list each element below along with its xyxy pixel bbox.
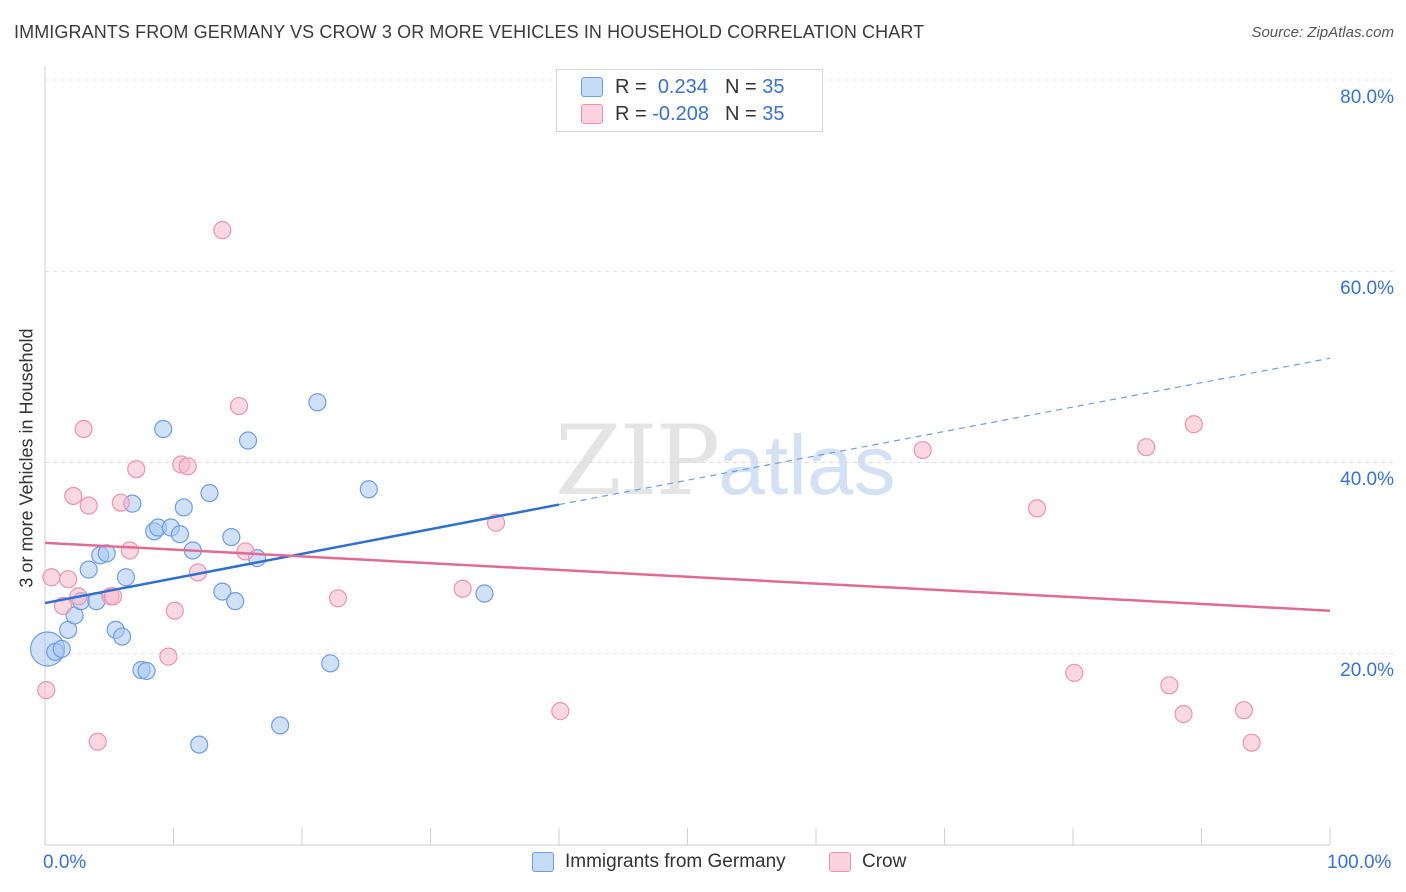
data-point-germany (190, 735, 209, 754)
y-axis-label: 3 or more Vehicles in Household (16, 328, 37, 588)
data-point-germany (238, 431, 258, 450)
data-point-germany (174, 498, 193, 517)
legend-label-germany: Immigrants from Germany (565, 851, 786, 872)
y-tick-label: 60.0% (1340, 278, 1394, 299)
data-point-germany (112, 627, 132, 646)
legend-swatch-germany (581, 77, 603, 97)
data-point-germany (79, 560, 98, 579)
data-point-germany (52, 639, 71, 659)
legend-row-germany: R = 0.234 N = 35 (581, 74, 785, 100)
legend-swatch-crow (581, 104, 603, 124)
y-tick-label: 40.0% (1340, 469, 1394, 490)
data-point-crow (64, 486, 83, 506)
data-point-crow (127, 460, 146, 479)
data-point-crow (111, 493, 130, 512)
trend-line-crow (44, 541, 1331, 612)
data-point-germany (271, 716, 290, 735)
data-point-crow (453, 579, 472, 598)
legend-label-crow: Crow (862, 851, 907, 872)
n-label: N = (725, 75, 757, 98)
data-point-germany (116, 568, 136, 587)
data-point-crow (59, 570, 78, 589)
watermark: ZIPatlas (555, 405, 896, 517)
watermark-atlas: atlas (718, 418, 896, 512)
data-point-crow (178, 457, 197, 476)
data-point-germany (154, 419, 173, 439)
data-point-germany (308, 393, 327, 412)
data-point-crow (79, 496, 98, 515)
trend-line-germany-extended (558, 357, 1331, 506)
data-point-germany (321, 654, 340, 673)
legend-swatch-crow (829, 852, 851, 872)
data-point-crow (236, 542, 255, 561)
chart-title: IMMIGRANTS FROM GERMANY VS CROW 3 OR MOR… (14, 22, 925, 42)
data-point-crow (1065, 663, 1084, 682)
data-point-crow (1242, 733, 1261, 752)
legend-item-crow: Crow (829, 851, 906, 873)
data-point-germany (359, 480, 378, 499)
data-point-crow (1027, 499, 1047, 518)
data-point-crow (1234, 701, 1254, 720)
data-point-crow (159, 647, 178, 666)
data-point-crow (328, 589, 348, 608)
r-value-germany: 0.234 (657, 75, 708, 98)
x-tick-label-max: 100.0% (1327, 852, 1392, 873)
x-tick-label-min: 0.0% (43, 852, 87, 873)
legend-item-germany: Immigrants from Germany (532, 851, 786, 873)
data-point-crow (1160, 676, 1179, 695)
data-point-crow (551, 702, 570, 721)
n-label: N = (725, 102, 757, 125)
data-point-germany (475, 584, 494, 603)
n-value-germany: 35 (762, 75, 785, 98)
trend-line-germany (44, 503, 560, 605)
y-tick-label: 80.0% (1340, 87, 1394, 108)
data-point-crow (913, 440, 932, 460)
legend-row-crow: R = -0.208 N = 35 (581, 101, 785, 127)
data-point-crow (1174, 704, 1193, 724)
n-value-crow: 35 (762, 102, 785, 125)
data-point-crow (165, 601, 184, 620)
data-point-crow (229, 396, 249, 416)
data-point-crow (120, 541, 139, 560)
r-value-crow: -0.208 (652, 102, 709, 125)
data-point-crow (74, 419, 93, 439)
data-point-germany (200, 484, 219, 503)
correlation-legend: R = 0.234 N = 35 R = -0.208 N = 35 (556, 69, 823, 132)
source-label: Source: ZipAtlas.com (1251, 24, 1394, 41)
data-point-crow (1137, 438, 1156, 457)
data-point-germany (213, 582, 232, 601)
data-point-crow (88, 732, 107, 751)
data-point-germany (222, 527, 241, 547)
watermark-zip: ZIP (555, 405, 720, 517)
y-tick-label: 20.0% (1340, 660, 1394, 681)
data-point-crow (42, 568, 61, 587)
r-label: R = (615, 102, 647, 125)
legend-swatch-germany (532, 852, 554, 872)
data-point-germany (137, 661, 156, 681)
data-point-germany (226, 592, 245, 611)
data-point-germany (170, 525, 190, 544)
data-point-crow (37, 680, 56, 700)
data-point-crow (104, 587, 123, 606)
data-point-crow (213, 221, 232, 240)
r-label: R = (615, 75, 647, 98)
data-point-crow (1184, 415, 1203, 434)
